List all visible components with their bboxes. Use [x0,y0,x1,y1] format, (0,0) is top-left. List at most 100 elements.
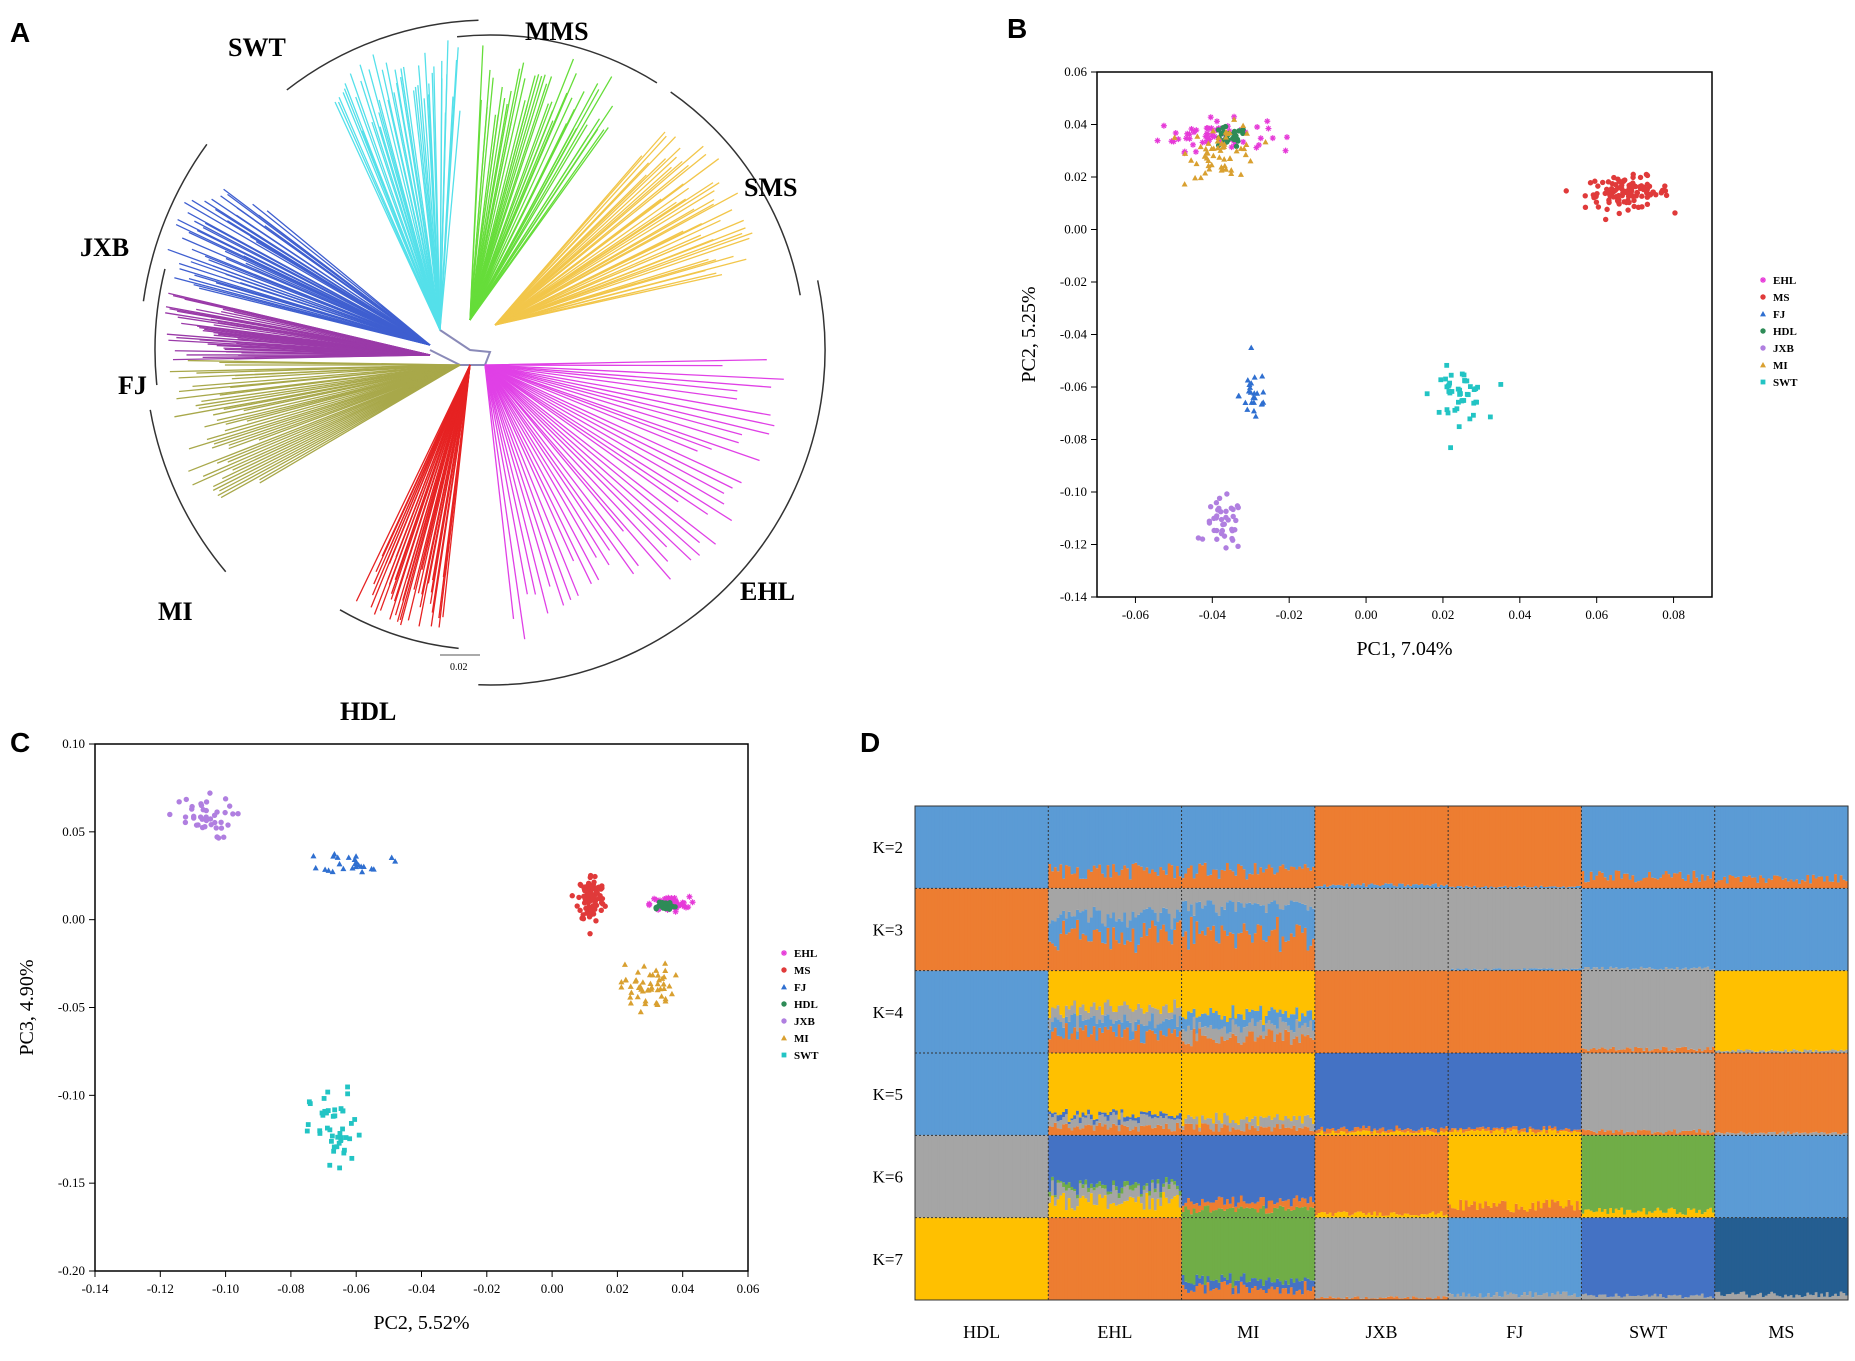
data-point [1283,148,1289,154]
data-point [322,1096,327,1101]
data-point [1220,522,1225,527]
data-point [1615,199,1620,204]
series-swt [305,1085,362,1171]
branch [485,365,610,550]
data-point [581,916,586,921]
data-point [1204,130,1210,136]
data-point [1230,514,1235,519]
k-label: K=5 [873,1085,903,1104]
data-point [1192,175,1198,180]
y-tick-label: -0.12 [1060,537,1087,552]
series-mi [618,960,678,1014]
legend-marker [1760,294,1765,299]
data-point [1437,410,1442,415]
legend-label: SWT [794,1050,819,1062]
data-point [1204,125,1210,131]
data-point [685,904,691,910]
data-point [1235,393,1241,398]
data-point [218,820,223,825]
legend-label: MI [1773,360,1788,372]
data-point [1210,153,1216,158]
data-point [223,796,228,801]
admixture-cell [1182,888,1316,970]
legend-label: HDL [1773,326,1797,338]
admixture-cell [1048,888,1182,970]
x-tick-label: 0.06 [1585,607,1608,622]
data-point [339,1106,344,1111]
x-tick-label: -0.06 [343,1281,371,1296]
data-point [574,903,579,908]
data-point [1263,139,1269,144]
y-tick-label: 0.06 [1064,64,1087,79]
admixture-cell [1581,888,1715,970]
data-point [658,901,663,906]
k-label: K=2 [873,838,903,857]
data-point [1270,135,1276,141]
plot-frame [1097,72,1712,597]
data-point [306,1122,311,1127]
admixture-cell [1315,971,1449,1053]
data-point [1457,388,1462,393]
data-point [618,984,624,989]
data-point [1641,187,1646,192]
data-point [1620,190,1625,195]
data-point [1628,182,1633,187]
data-point [686,894,692,900]
clade-label-mms: MMS [525,17,589,46]
data-point [653,967,659,972]
admixture-cell [1715,1053,1849,1135]
data-point [349,1121,354,1126]
data-point [189,806,194,811]
panel-letter-a: A [10,17,30,48]
admixture-cell [1715,971,1849,1053]
y-tick-label: -0.20 [58,1263,85,1278]
data-point [1444,363,1449,368]
branch [470,78,525,320]
data-point [1443,377,1448,382]
data-point [1214,118,1220,124]
legend-marker [781,950,787,956]
data-point [1245,377,1251,382]
admixture-cell [1315,1135,1449,1217]
data-point [628,989,634,994]
data-point [1242,400,1248,405]
data-point [1161,123,1167,129]
y-tick-label: 0.00 [62,912,85,927]
data-point [1208,114,1214,120]
y-tick-label: 0.05 [62,824,85,839]
series-swt [1425,363,1503,450]
branch [485,365,578,596]
admixture-cell [1448,888,1582,970]
data-point [207,790,212,795]
data-point [646,902,652,908]
series-jxb [1196,491,1241,550]
data-point [1211,528,1216,533]
y-tick-label: -0.10 [58,1087,85,1102]
data-point [1215,507,1220,512]
data-point [1238,171,1244,176]
data-point [322,866,328,871]
data-point [340,1127,345,1132]
branch [188,213,430,345]
data-point [1647,184,1652,189]
y-tick-label: 0.00 [1064,222,1087,237]
clade-bracket [150,410,225,572]
data-point [1457,392,1462,397]
data-point [340,866,346,871]
y-tick-label: -0.05 [58,1000,85,1015]
y-axis-label: PC2, 5.25% [1018,286,1040,382]
clade-bracket [155,269,165,385]
data-point [1613,188,1618,193]
data-point [1188,157,1194,162]
branch [485,365,733,488]
data-point [1617,179,1622,184]
data-point [594,890,599,895]
x-tick-label: -0.14 [81,1281,109,1296]
data-point [1208,504,1213,509]
x-tick-label: 0.00 [1355,607,1378,622]
x-axis-label: PC2, 5.52% [373,1312,469,1334]
data-point [666,983,672,988]
data-point [1244,406,1250,411]
data-point [1463,378,1468,383]
data-point [214,825,219,830]
